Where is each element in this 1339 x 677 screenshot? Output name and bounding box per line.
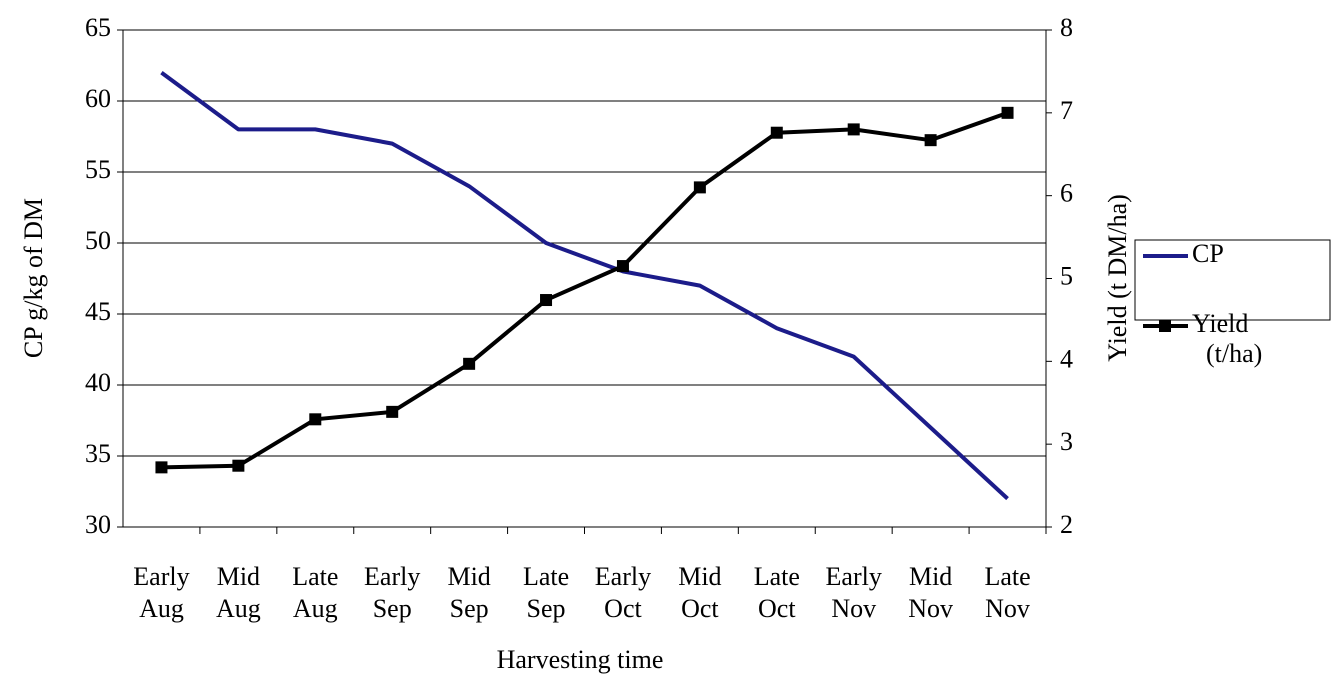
x-tick-label: Late Oct bbox=[754, 562, 800, 623]
x-tick-label: Mid Aug bbox=[216, 562, 261, 623]
point-marker bbox=[155, 461, 168, 474]
y2-tick-label: 7 bbox=[1060, 96, 1073, 125]
x-tick-label: Mid Oct bbox=[678, 562, 721, 623]
y-tick-label: 40 bbox=[85, 368, 111, 397]
y2-tick-label: 2 bbox=[1060, 510, 1073, 539]
series-line bbox=[161, 110, 1009, 470]
point-marker bbox=[540, 294, 553, 307]
point-marker bbox=[770, 126, 783, 139]
y-tick-label: 45 bbox=[85, 297, 111, 326]
y-tick-label: 30 bbox=[85, 510, 111, 539]
point-marker bbox=[693, 181, 706, 194]
point-marker bbox=[847, 123, 860, 136]
y-tick-label: 65 bbox=[85, 13, 111, 42]
point-marker bbox=[1001, 106, 1014, 119]
series-line bbox=[160, 70, 1009, 501]
x-tick-label: Early Aug bbox=[133, 562, 189, 623]
x-tick-label: Late Aug bbox=[292, 562, 338, 623]
y-tick-label: 55 bbox=[85, 155, 111, 184]
y2-tick-label: 4 bbox=[1060, 344, 1073, 373]
x-tick-label: Late Nov bbox=[984, 562, 1030, 623]
x-tick-label: Late Sep bbox=[523, 562, 569, 623]
y-axis-title: CP g/kg of DM bbox=[19, 198, 48, 358]
x-tick-label: Early Nov bbox=[826, 562, 882, 623]
x-tick-label: Mid Sep bbox=[447, 562, 490, 623]
x-axis-title: Harvesting time bbox=[497, 645, 664, 674]
y2-tick-label: 5 bbox=[1060, 261, 1073, 290]
x-tick-label: Early Oct bbox=[595, 562, 651, 623]
x-tick-label: Early Sep bbox=[364, 562, 420, 623]
point-marker bbox=[924, 134, 937, 147]
y2-tick-label: 8 bbox=[1060, 13, 1073, 42]
point-marker bbox=[232, 459, 245, 472]
legend-box bbox=[1134, 239, 1331, 321]
y2-tick-label: 3 bbox=[1060, 427, 1073, 456]
point-marker bbox=[616, 260, 629, 273]
legend-label: CP bbox=[1192, 239, 1224, 268]
point-marker bbox=[309, 413, 322, 426]
legend-marker bbox=[1159, 320, 1171, 332]
y-tick-label: 35 bbox=[85, 439, 111, 468]
y-tick-label: 60 bbox=[85, 84, 111, 113]
legend-label: Yield (t/ha) bbox=[1192, 309, 1262, 368]
point-marker bbox=[386, 405, 399, 418]
point-marker bbox=[463, 357, 476, 370]
y2-axis-title: Yield (t DM/ha) bbox=[1103, 194, 1132, 362]
y-tick-label: 50 bbox=[85, 226, 111, 255]
x-tick-label: Mid Nov bbox=[908, 562, 953, 623]
y2-tick-label: 6 bbox=[1060, 179, 1073, 208]
